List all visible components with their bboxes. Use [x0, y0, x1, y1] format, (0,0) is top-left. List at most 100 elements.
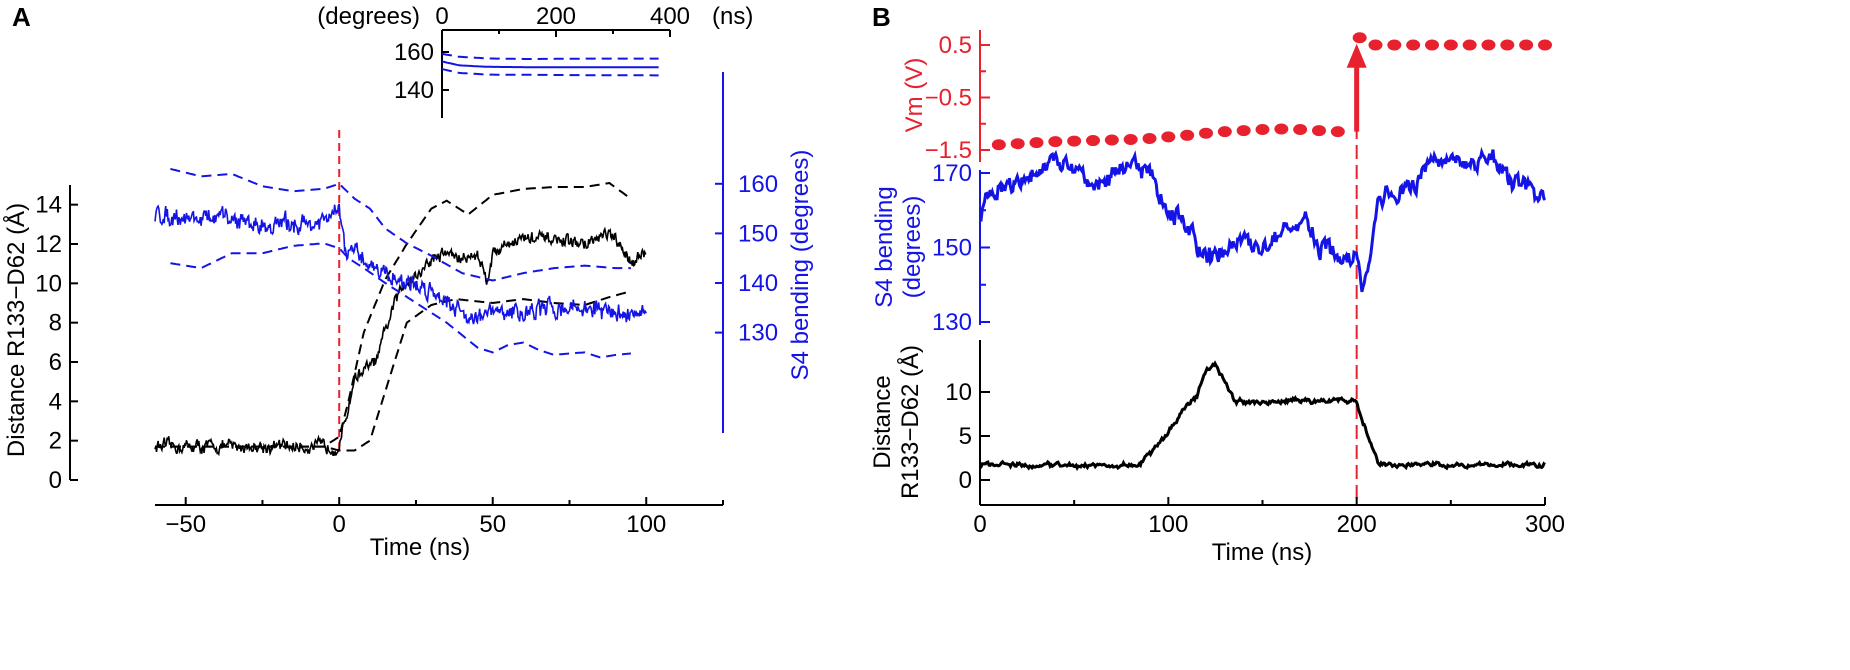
inset-series-1 — [441, 52, 659, 60]
inset-series-2 — [441, 68, 659, 77]
dist-tick-label: 10 — [945, 379, 972, 406]
vm-jump-arrow-head — [1346, 43, 1367, 68]
inset-plot-area — [441, 52, 659, 77]
vm-point — [991, 139, 1006, 151]
a-right-tick-label: 160 — [738, 171, 778, 198]
b-distance-line — [979, 360, 1546, 472]
vm-point — [1067, 135, 1082, 147]
panel-b-xlabel: Time (ns) — [1212, 539, 1312, 566]
vm-point — [1352, 32, 1367, 44]
a-left-tick-label: 10 — [35, 270, 62, 297]
vm-point — [1330, 126, 1345, 138]
panel-b-bend-ticks: 170 150 130 — [932, 160, 990, 336]
a-left-tick-label: 0 — [49, 467, 62, 494]
vm-point — [1104, 134, 1119, 146]
vm-point — [1481, 39, 1496, 51]
panel-b-dist-ylabel-line2: R133−D62 (Å) — [896, 345, 924, 499]
vm-point — [1123, 134, 1138, 145]
vm-point — [1312, 125, 1326, 137]
panel-b-plot-area — [979, 32, 1552, 505]
a-left-tick-label: 14 — [35, 192, 62, 219]
vm-tick-label: −0.5 — [925, 85, 972, 112]
vm-point — [1538, 39, 1552, 51]
panel-a-x-ticks: −50 0 50 100 — [165, 497, 724, 538]
panel-a-series-1 — [155, 181, 632, 448]
panel-a-inset: (degrees) (ns) 0 200 400 140 160 — [317, 3, 753, 118]
inset-x-tick-label: 0 — [435, 3, 448, 30]
a-right-tick-label: 140 — [738, 270, 778, 297]
vm-point — [1519, 39, 1534, 51]
panel-b-vm-ticks: 0.5 −0.5 −1.5 — [925, 32, 990, 164]
vm-point — [1500, 39, 1515, 51]
panel-a-series-3 — [154, 203, 647, 326]
vm-point — [1029, 137, 1044, 149]
panel-a-right-ylabel: S4 bending (degrees) — [787, 150, 814, 381]
a-x-tick-label: 100 — [626, 511, 666, 538]
a-x-tick-label: 0 — [333, 511, 346, 538]
dist-tick-label: 5 — [959, 423, 972, 450]
vm-point — [1387, 39, 1402, 51]
vm-point — [1142, 132, 1157, 144]
a-left-tick-label: 6 — [49, 349, 62, 376]
a-right-tick-label: 130 — [738, 320, 778, 347]
bend-tick-label: 150 — [932, 235, 972, 262]
b-x-tick-label: 0 — [973, 511, 986, 538]
vm-point — [1161, 131, 1176, 143]
inset-x-tick-label: 200 — [536, 3, 576, 30]
vm-point — [1462, 39, 1477, 51]
vm-point — [1236, 125, 1251, 137]
panel-a-series-0 — [154, 226, 647, 457]
a-left-tick-label: 12 — [35, 231, 62, 258]
panel-a-left-ticks: 0 2 4 6 8 10 12 14 — [35, 192, 78, 494]
panel-b-bend-ylabel-line1: S4 bending — [871, 186, 898, 307]
dist-tick-label: 0 — [959, 467, 972, 494]
a-left-tick-label: 2 — [49, 428, 62, 455]
inset-xunit: (ns) — [712, 3, 753, 30]
panel-b-dist-ylabel-line1: Distance — [869, 375, 896, 468]
bend-tick-label: 130 — [932, 309, 972, 336]
panel-b-dist-ticks: 0 5 10 — [945, 379, 990, 494]
vm-point — [1368, 39, 1383, 51]
vm-point — [1274, 123, 1289, 135]
panel-a-series-5 — [170, 242, 632, 359]
panel-a-label: A — [12, 2, 31, 32]
inset-series-0 — [441, 60, 659, 69]
panel-a-series-2 — [155, 290, 632, 452]
a-x-tick-label: −50 — [165, 511, 206, 538]
b-bending-line — [979, 146, 1547, 293]
vm-point — [1217, 126, 1232, 138]
inset-x-tick-label: 400 — [650, 3, 690, 30]
panel-b: B 0.5 −0.5 −1.5 Vm (V) 170 150 130 S4 bendin… — [869, 2, 1565, 566]
inset-ylabel: (degrees) — [317, 3, 420, 30]
a-left-tick-label: 8 — [49, 310, 62, 337]
panel-b-vm-ylabel: Vm (V) — [901, 58, 928, 133]
b-x-tick-label: 300 — [1525, 511, 1565, 538]
inset-y-tick-label: 140 — [394, 77, 434, 104]
b-x-tick-label: 100 — [1148, 511, 1188, 538]
vm-point — [1180, 129, 1195, 141]
a-left-tick-label: 4 — [49, 388, 62, 415]
inset-y-tick-label: 160 — [394, 39, 434, 66]
panel-a-xlabel: Time (ns) — [370, 534, 470, 561]
panel-a-left-ylabel: Distance R133−D62 (Å) — [2, 203, 30, 457]
panel-a-series-4 — [170, 167, 631, 282]
a-x-tick-label: 50 — [479, 511, 506, 538]
vm-point — [1086, 135, 1100, 147]
vm-tick-label: 0.5 — [939, 32, 972, 59]
b-x-tick-label: 200 — [1337, 511, 1377, 538]
panel-b-bend-ylabel-line2: (degrees) — [899, 196, 926, 299]
vm-tick-label: −1.5 — [925, 137, 972, 164]
vm-point — [1425, 39, 1439, 51]
vm-point — [1255, 124, 1270, 136]
a-right-tick-label: 150 — [738, 220, 778, 247]
vm-point — [1406, 39, 1421, 51]
bend-tick-label: 170 — [932, 160, 972, 187]
panel-b-x-ticks: 0 100 200 300 — [973, 497, 1565, 538]
panel-a-plot-area — [154, 130, 647, 457]
panel-a-right-ticks: 130 140 150 160 — [715, 171, 778, 347]
inset-ticks: 0 200 400 140 160 — [394, 3, 690, 104]
vm-point — [1199, 127, 1213, 139]
vm-point — [1443, 39, 1458, 51]
